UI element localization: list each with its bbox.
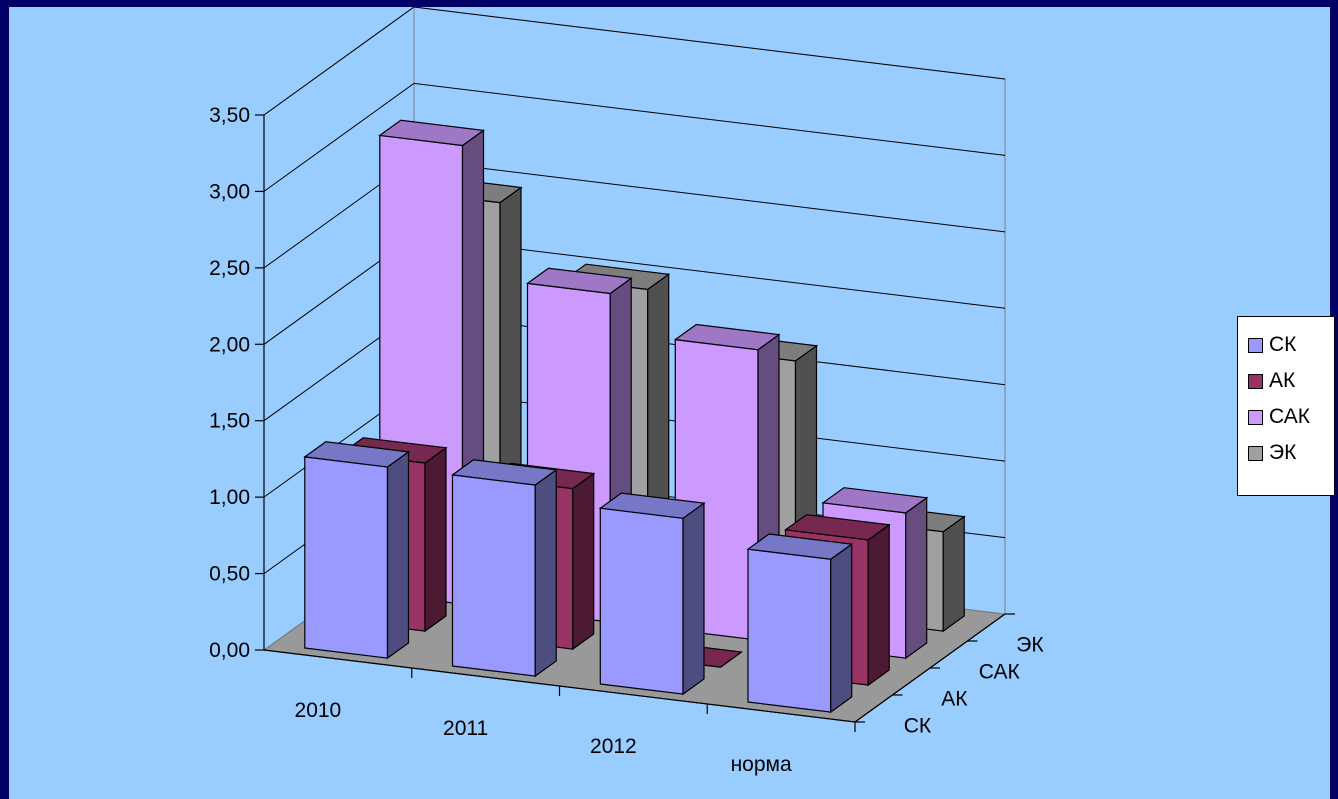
legend-swatch [1248, 373, 1263, 389]
y-tick-label: 3,00 [209, 180, 250, 203]
legend-item: СК [1248, 327, 1334, 363]
depth-tick-label: АК [941, 688, 968, 711]
y-tick-label: 2,00 [209, 333, 250, 356]
legend-item: САК [1248, 399, 1334, 435]
depth-tick-label: САК [979, 661, 1021, 684]
chart-bars [303, 119, 966, 714]
bar-СК-2010 [303, 441, 411, 660]
gridline [263, 7, 1006, 116]
depth-tick-label: СК [904, 715, 932, 738]
legend-item: ЭК [1248, 435, 1334, 471]
legend-label: ЭК [1269, 441, 1297, 464]
bar-СК-норма [746, 533, 854, 714]
x-tick-label: 2012 [590, 735, 637, 758]
legend-item: АК [1248, 363, 1334, 399]
chart-plot: 0,00 0,50 1,00 1,50 2,00 2,50 3,00 3,50 2010 2011… [209, 7, 1044, 776]
bar-СК-2011 [450, 459, 558, 678]
bar-СК-2012 [598, 492, 706, 696]
x-tick-label: 2011 [443, 717, 488, 740]
x-tick-label: 2010 [295, 699, 342, 722]
y-tick-label: 1,50 [209, 410, 250, 433]
y-tick-label: 0,00 [209, 639, 250, 662]
y-tick-label: 1,00 [209, 486, 250, 509]
depth-tick-label: ЭК [1016, 634, 1044, 657]
legend-label: СК [1269, 333, 1297, 356]
legend-label: АК [1269, 369, 1296, 392]
legend-swatch [1248, 337, 1263, 353]
x-tick-label: норма [731, 753, 792, 776]
legend: СК АК САК ЭК [1237, 316, 1335, 496]
gridline [263, 82, 1006, 192]
y-tick-label: 3,50 [209, 104, 250, 127]
legend-swatch [1248, 409, 1263, 425]
y-tick-label: 2,50 [209, 257, 250, 280]
chart-axes: 0,00 0,50 1,00 1,50 2,00 2,50 3,00 3,50 2010 2011… [209, 104, 1044, 776]
chart-area: 0,00 0,50 1,00 1,50 2,00 2,50 3,00 3,50 2010 2011… [9, 7, 1335, 799]
legend-label: САК [1269, 405, 1310, 428]
y-tick-label: 0,50 [209, 563, 250, 586]
legend-swatch [1248, 445, 1263, 461]
